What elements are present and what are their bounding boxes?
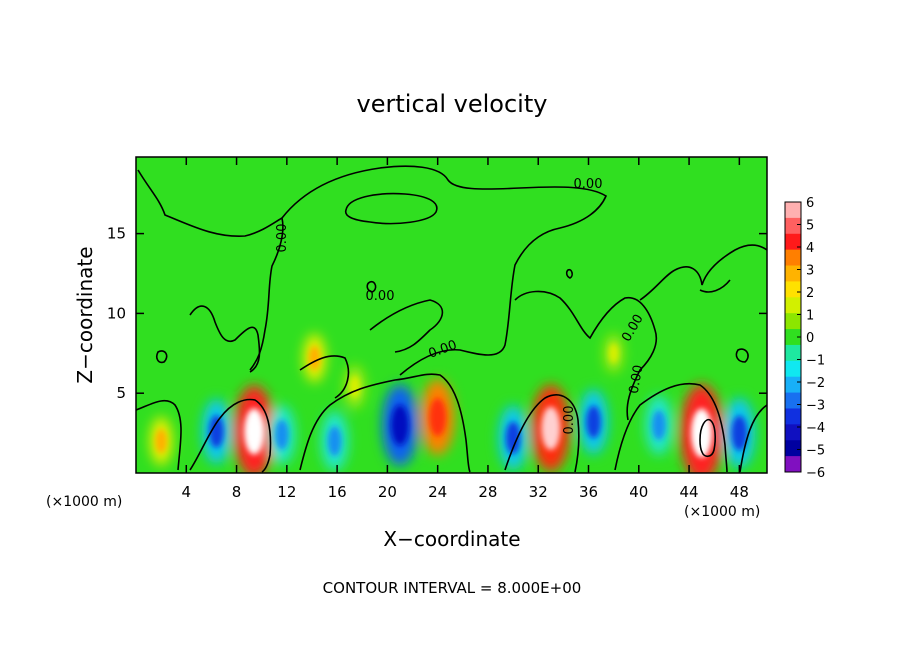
- mid-zero-contour: [189, 290, 658, 421]
- colorbar-swatch: [785, 329, 801, 346]
- field-feature-core: [608, 343, 619, 363]
- field-feature-core: [349, 376, 360, 398]
- colorbar-swatch: [785, 408, 801, 425]
- x-tick-label: 40: [629, 483, 648, 501]
- field-feature-core: [391, 404, 409, 446]
- x-ticks: 4 8 12 16 20 24 28 32 36 40 44 48: [182, 157, 749, 501]
- colorbar-label: 0: [806, 331, 814, 346]
- colorbar-swatch: [785, 297, 801, 314]
- contour-label: 0.00: [366, 289, 395, 304]
- small-contour-2: [366, 280, 377, 293]
- colorbar: 6 5 4 3 2 1 0 −1 −2 −3 −4 −5 −6: [784, 196, 825, 481]
- small-contour-3: [735, 348, 749, 363]
- x-tick-label: 36: [579, 483, 598, 501]
- colorbar-swatch: [785, 202, 801, 219]
- x-unit-label-right: (×1000 m): [684, 504, 760, 520]
- y-tick-label: 5: [116, 384, 126, 402]
- x-tick-label: 44: [680, 483, 699, 501]
- colorbar-label: −2: [806, 376, 825, 391]
- center-closed-contour: [699, 418, 716, 458]
- field-feature-core: [209, 415, 224, 448]
- x-tick-label: 16: [328, 483, 347, 501]
- zero-contours: [136, 165, 767, 473]
- colorbar-swatch: [785, 456, 801, 473]
- colorbar-label: −4: [806, 421, 825, 436]
- x-tick-label: 4: [182, 483, 192, 501]
- x-tick-label: 48: [730, 483, 749, 501]
- x-tick-label: 28: [478, 483, 497, 501]
- colorbar-label: 5: [806, 219, 814, 234]
- colorbar-label: 6: [806, 196, 814, 211]
- colorbar-swatch: [785, 424, 801, 441]
- small-contour-1: [156, 350, 168, 364]
- colorbar-swatch: [785, 249, 801, 267]
- contour-label: 0.00: [574, 177, 603, 192]
- x-tick-label: 8: [232, 483, 242, 501]
- field-feature-core: [244, 408, 265, 455]
- colorbar-label: 2: [806, 286, 814, 301]
- y-ticks: 5 10 15: [107, 225, 767, 402]
- x-unit-label-left: (×1000 m): [46, 494, 122, 510]
- y-tick-label: 15: [107, 225, 126, 243]
- upper-closed-contour: [344, 192, 438, 225]
- chart-title: vertical velocity: [357, 90, 548, 118]
- colorbar-swatch: [785, 233, 801, 251]
- y-tick-label: 10: [107, 304, 126, 322]
- colorbar-swatch: [785, 344, 801, 362]
- colorbar-label: −6: [806, 466, 825, 481]
- field-feature-core: [505, 421, 521, 455]
- colorbar-swatch: [785, 313, 801, 330]
- right-zero-contour: [639, 244, 767, 301]
- plot-frame: [135, 156, 768, 474]
- x-tick-label: 24: [428, 483, 447, 501]
- colorbar-swatch: [785, 217, 801, 235]
- colorbar-label: −3: [806, 399, 825, 414]
- contour-label: 0.00: [627, 364, 647, 395]
- colorbar-label: 4: [806, 241, 814, 256]
- lower-zero-contour: [136, 373, 767, 473]
- field-feature-core: [327, 426, 342, 456]
- colorbar-swatch: [785, 360, 801, 378]
- upper-zero-contour: [137, 165, 608, 376]
- plot-area: 0.000.000.000.000.000.000.00 4 8 12 16 20 24 2…: [107, 156, 768, 501]
- colorbar-label: 1: [806, 309, 814, 324]
- colorbar-swatch: [785, 392, 801, 409]
- x-tick-label: 12: [277, 483, 296, 501]
- field-feature-core: [155, 428, 167, 454]
- colorbar-label: −1: [806, 354, 825, 369]
- colorbar-swatch: [785, 376, 801, 394]
- field-feature-core: [652, 410, 666, 440]
- velocity-field: [149, 333, 756, 473]
- field-feature-core: [429, 398, 447, 437]
- colorbar-swatch: [785, 281, 801, 298]
- colorbar-label: 3: [806, 264, 814, 279]
- field-feature-core: [275, 419, 289, 450]
- colorbar-swatch: [785, 440, 801, 457]
- field-feature-core: [731, 415, 748, 451]
- x-tick-label: 32: [529, 483, 548, 501]
- colorbar-swatch: [785, 265, 801, 282]
- field-feature-core: [586, 405, 601, 439]
- y-axis-label: Z−coordinate: [73, 246, 97, 383]
- contour-label: 0.00: [275, 224, 290, 253]
- contour-label: 0.00: [562, 406, 577, 435]
- contour-interval-note: CONTOUR INTERVAL = 8.000E+00: [323, 579, 582, 597]
- field-feature-core: [541, 406, 561, 451]
- small-contour-4: [565, 268, 573, 279]
- colorbar-label: −5: [806, 444, 825, 459]
- x-axis-label: X−coordinate: [383, 527, 520, 551]
- field-feature-core: [308, 345, 321, 371]
- x-tick-label: 20: [378, 483, 397, 501]
